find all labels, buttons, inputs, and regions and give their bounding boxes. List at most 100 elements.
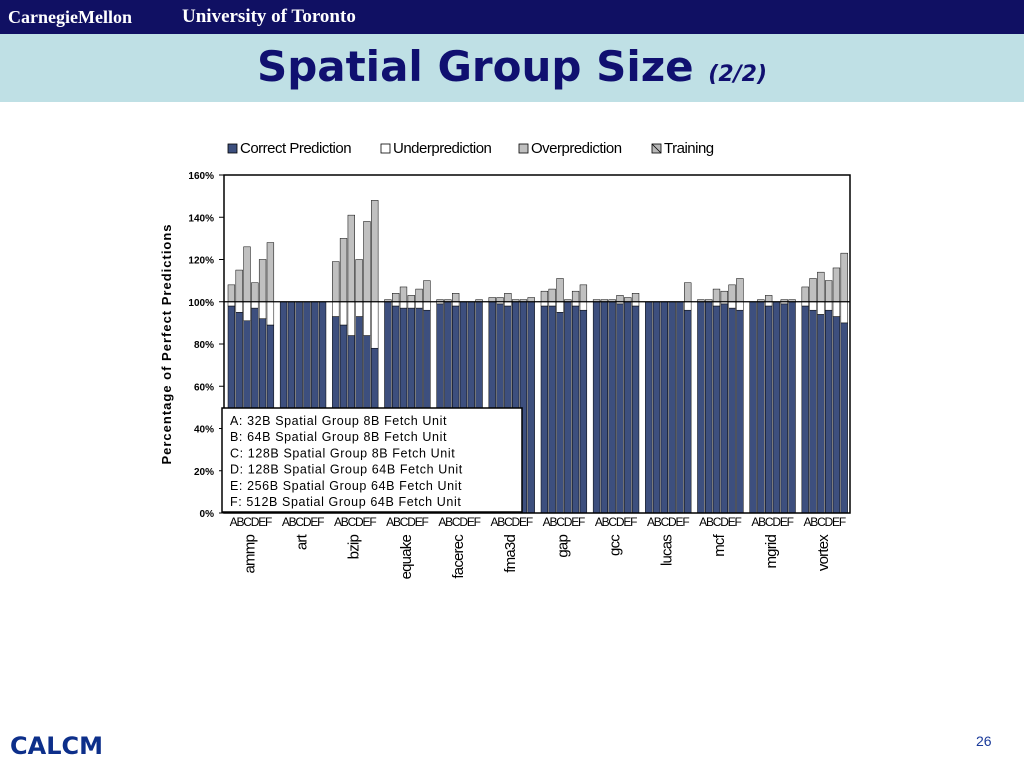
variant-tick-label: ABCDEF — [595, 515, 637, 529]
bar-over — [832, 267, 841, 302]
variant-tick-label: ABCDEF — [282, 515, 324, 529]
bar-over — [258, 259, 267, 302]
legend-swatch-2 — [518, 143, 529, 154]
bar-over — [399, 286, 408, 302]
bar-under — [728, 301, 736, 309]
benchmark-label: bzip — [346, 535, 363, 560]
y-tick-label: 160% — [188, 171, 214, 182]
benchmark-label: facerec — [450, 534, 467, 579]
bar-under — [824, 301, 833, 311]
variant-tick-label: ABCDEF — [386, 515, 428, 529]
bar-correct — [624, 301, 632, 514]
bar-correct — [608, 301, 616, 514]
bar-over — [556, 278, 564, 302]
bar-over — [371, 200, 379, 302]
y-tick-label: 20% — [194, 467, 214, 478]
y-tick-label: 40% — [194, 425, 214, 436]
bar-over — [407, 295, 415, 303]
benchmark-label: gcc — [607, 534, 624, 556]
benchmark-label: vortex — [815, 534, 832, 571]
bar-over — [548, 288, 556, 302]
bar-under — [840, 301, 848, 324]
bar-under — [347, 301, 355, 336]
bar-correct — [757, 301, 765, 514]
bar-correct — [728, 307, 736, 514]
bar-under — [579, 301, 588, 311]
bar-under — [363, 301, 371, 336]
bar-correct — [749, 301, 757, 514]
bar-under — [817, 301, 825, 315]
variant-tick-label: ABCDEF — [543, 515, 585, 529]
variant-tick-label: ABCDEF — [647, 515, 689, 529]
bar-correct — [780, 303, 788, 514]
bar-over — [415, 288, 423, 302]
y-tick-label: 120% — [188, 256, 214, 267]
bar-under — [243, 301, 251, 322]
variant-legend-line: D: 128B Spatial Group 64B Fetch Unit — [230, 463, 463, 477]
bar-over — [235, 269, 243, 302]
variant-legend-line: E: 256B Spatial Group 64B Fetch Unit — [230, 479, 462, 493]
variant-legend-line: B: 64B Spatial Group 8B Fetch Unit — [230, 430, 447, 444]
bar-correct — [660, 301, 668, 514]
benchmark-label: fma3d — [502, 535, 519, 573]
bar-over — [840, 252, 848, 302]
title-band: Spatial Group Size (2/2) — [0, 34, 1024, 102]
bar-over — [684, 282, 692, 303]
legend-swatch-0 — [227, 143, 238, 154]
bar-correct — [600, 301, 609, 514]
legend-swatch-1 — [380, 143, 391, 154]
stacked-bar-chart: Correct Prediction Underprediction Overpre… — [159, 140, 851, 580]
bar-correct — [616, 303, 624, 514]
bar-over — [355, 259, 363, 302]
y-tick-label: 80% — [194, 340, 214, 351]
bar-correct — [736, 309, 744, 514]
bar-under — [371, 301, 379, 349]
bar-correct — [712, 305, 721, 514]
bar-correct — [668, 301, 676, 514]
benchmark-label: gap — [554, 535, 571, 558]
slide-title: Spatial Group Size (2/2) — [0, 42, 1024, 91]
bar-correct — [676, 301, 684, 514]
variant-tick-label: ABCDEF — [230, 515, 272, 529]
bar-correct — [832, 316, 841, 514]
bar-correct — [840, 322, 848, 514]
bar-correct — [788, 301, 796, 514]
bar-over — [227, 284, 236, 303]
bar-under — [736, 301, 744, 311]
bar-correct — [548, 305, 556, 514]
legend-label-1: Underprediction — [393, 140, 492, 157]
bar-correct — [801, 305, 809, 514]
bar-over — [736, 278, 744, 302]
benchmark-label: art — [294, 533, 311, 550]
bar-over — [423, 280, 431, 302]
legend-label-0: Correct Prediction — [240, 140, 351, 157]
bar-over — [339, 238, 348, 302]
bar-over — [571, 290, 580, 302]
bar-correct — [720, 303, 728, 514]
bar-correct — [592, 301, 601, 514]
plot-frame — [223, 174, 851, 514]
bar-over — [712, 288, 721, 302]
variant-tick-label: ABCDEF — [334, 515, 376, 529]
legend-label-3: Training — [664, 140, 714, 157]
variant-tick-label: ABCDEF — [803, 515, 845, 529]
bar-over — [801, 286, 809, 302]
bar-under — [266, 301, 275, 326]
bar-correct — [631, 305, 640, 514]
bar-over — [392, 293, 400, 303]
uoft-logo: University of Toronto — [182, 6, 356, 27]
cmu-logo: CarnegieMellon — [8, 7, 132, 27]
bar-under — [235, 301, 243, 313]
header-bar: CarnegieMellon University of Toronto — [0, 0, 1024, 34]
bar-correct — [809, 309, 817, 514]
variant-legend-line: C: 128B Spatial Group 8B Fetch Unit — [230, 446, 455, 460]
variant-legend-line: F: 512B Spatial Group 64B Fetch Unit — [230, 495, 461, 509]
bar-over — [266, 242, 275, 302]
benchmark-label: equake — [398, 535, 415, 580]
bar-under — [556, 301, 564, 313]
variant-tick-label: ABCDEF — [438, 515, 480, 529]
y-tick-label: 60% — [194, 382, 214, 393]
bar-under — [415, 301, 423, 309]
bar-correct — [652, 301, 661, 514]
bar-correct — [540, 305, 549, 514]
